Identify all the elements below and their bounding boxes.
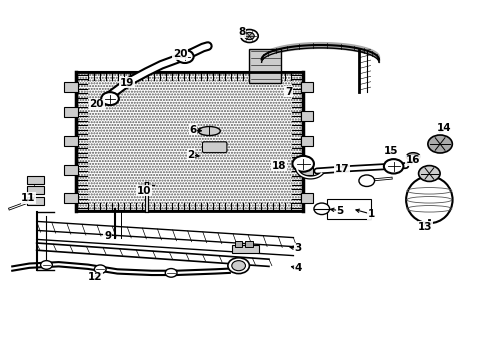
Circle shape	[358, 175, 374, 186]
Bar	[232, 245, 259, 253]
Text: 11: 11	[21, 193, 36, 203]
Bar	[63, 193, 78, 203]
Bar	[63, 165, 78, 175]
Text: 16: 16	[405, 155, 420, 165]
Ellipse shape	[406, 153, 419, 161]
Bar	[63, 136, 78, 146]
Text: 7: 7	[284, 87, 292, 97]
Text: 10: 10	[137, 186, 151, 196]
Circle shape	[418, 166, 439, 181]
Text: 2: 2	[187, 150, 194, 160]
Circle shape	[94, 265, 106, 274]
Text: 5: 5	[336, 206, 343, 216]
Text: 1: 1	[367, 209, 374, 219]
Bar	[249, 49, 281, 83]
Circle shape	[41, 261, 52, 269]
Bar	[300, 82, 312, 92]
Bar	[245, 241, 252, 247]
Text: 20: 20	[89, 99, 104, 109]
Bar	[234, 241, 242, 247]
Bar	[300, 136, 312, 146]
Text: 17: 17	[334, 164, 349, 174]
Text: 12: 12	[88, 272, 102, 282]
Text: 13: 13	[417, 222, 432, 232]
Bar	[27, 197, 44, 205]
Bar	[300, 111, 312, 121]
Text: 9: 9	[104, 231, 111, 241]
Circle shape	[292, 156, 313, 172]
Circle shape	[427, 135, 451, 153]
Text: 19: 19	[120, 78, 134, 88]
Bar	[27, 176, 44, 184]
Text: 6: 6	[189, 125, 196, 135]
Circle shape	[313, 203, 329, 215]
Circle shape	[165, 269, 177, 277]
Circle shape	[101, 92, 119, 105]
Text: 20: 20	[172, 49, 187, 59]
Text: 3: 3	[294, 243, 301, 253]
Bar	[63, 107, 78, 117]
Text: 14: 14	[436, 123, 450, 133]
Text: 15: 15	[383, 146, 398, 156]
Bar	[300, 165, 312, 175]
Circle shape	[240, 30, 258, 42]
Bar	[63, 82, 78, 92]
Bar	[78, 74, 300, 209]
Circle shape	[227, 258, 249, 274]
Text: 8: 8	[238, 27, 245, 37]
Bar	[76, 72, 303, 211]
Circle shape	[231, 261, 245, 271]
Ellipse shape	[198, 126, 220, 135]
Circle shape	[244, 32, 254, 40]
Circle shape	[176, 50, 193, 63]
Bar	[326, 199, 370, 219]
Ellipse shape	[405, 176, 452, 223]
FancyBboxPatch shape	[202, 142, 226, 153]
Text: 18: 18	[271, 161, 285, 171]
Bar	[27, 186, 44, 194]
Circle shape	[383, 159, 403, 174]
Text: 4: 4	[294, 263, 302, 273]
Bar	[300, 193, 312, 203]
